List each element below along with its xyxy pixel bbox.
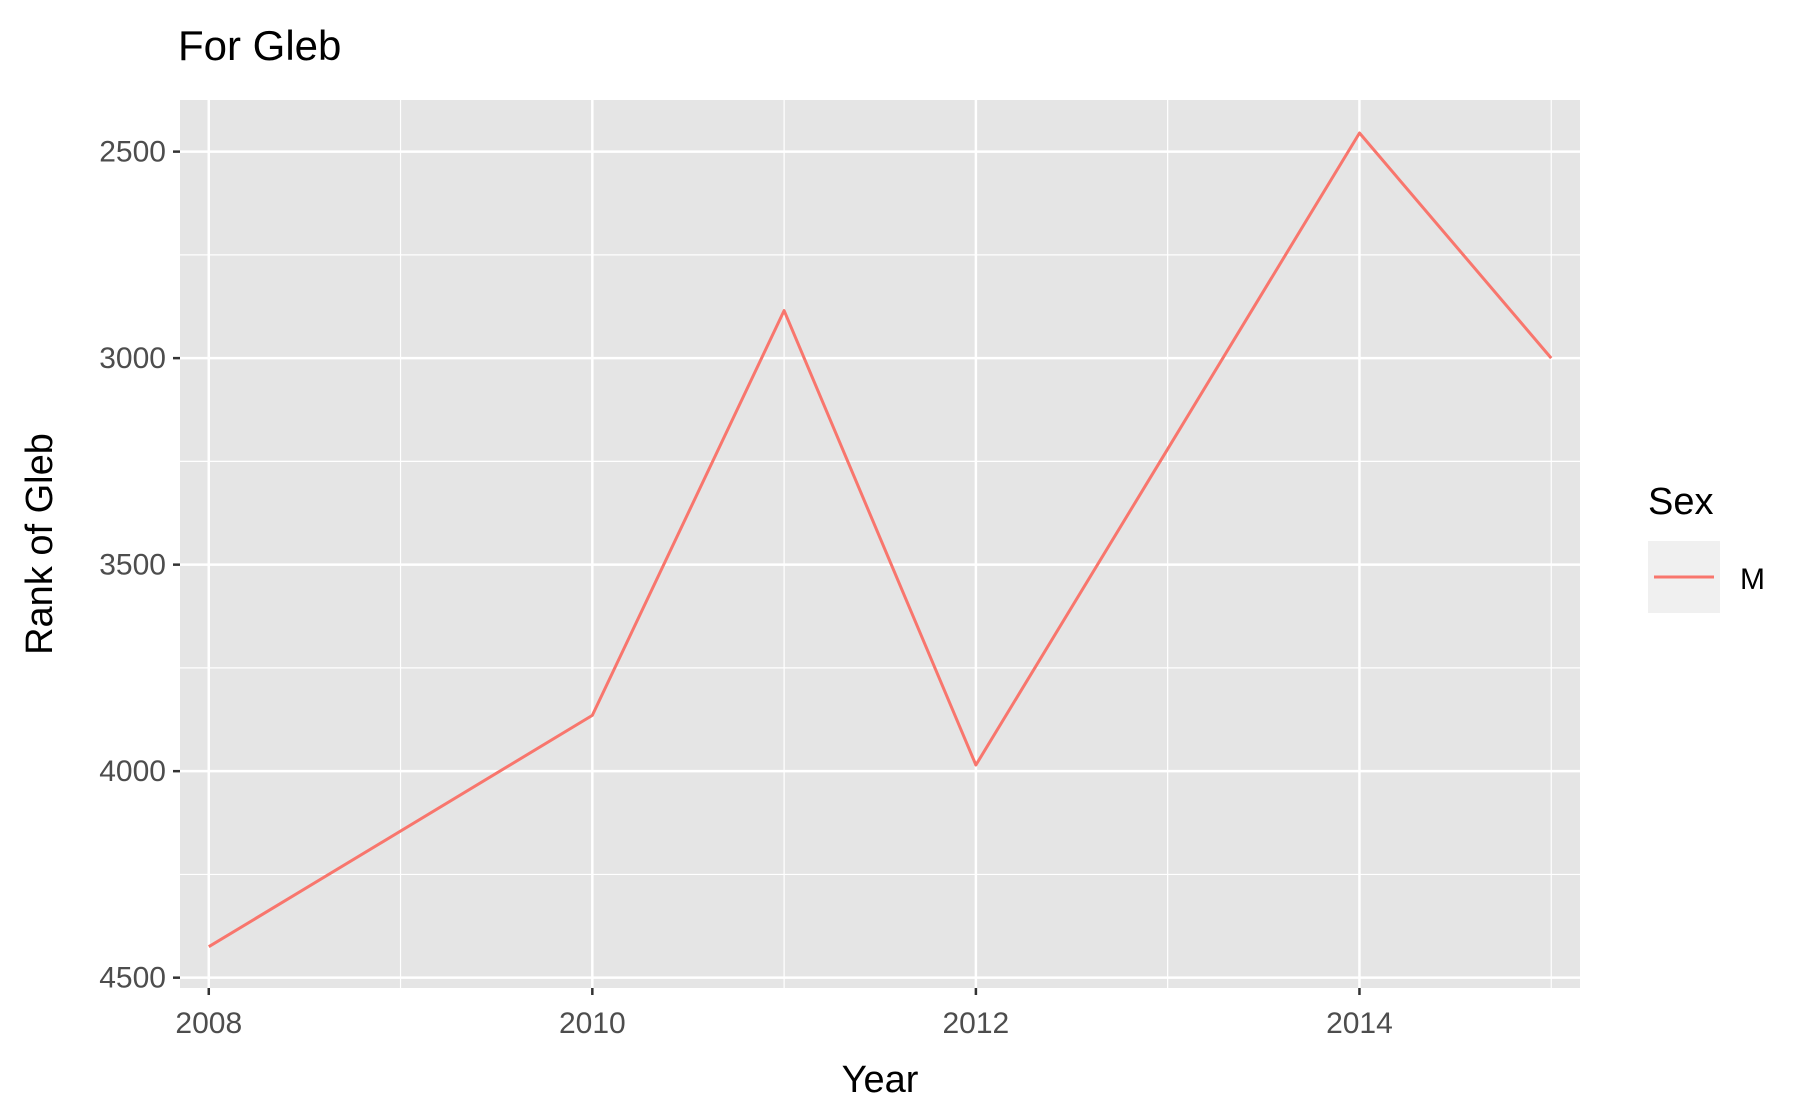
plot-panel — [180, 100, 1580, 988]
x-axis-title: Year — [842, 1059, 919, 1101]
x-axis: 2008 2010 2012 2014 — [175, 988, 1393, 1040]
y-tick-label: 3000 — [99, 342, 166, 375]
y-tick-label: 4000 — [99, 755, 166, 788]
x-tick-label: 2010 — [559, 1007, 626, 1040]
x-tick-label: 2012 — [943, 1007, 1010, 1040]
legend-label-m: M — [1740, 563, 1765, 596]
series-layer — [208, 131, 1553, 948]
y-tick-label: 4500 — [99, 962, 166, 995]
y-axis-title: Rank of Gleb — [19, 433, 61, 655]
legend-title: Sex — [1648, 481, 1713, 523]
x-tick-label: 2014 — [1326, 1007, 1393, 1040]
y-axis: 2500 3000 3500 4000 4500 — [99, 136, 180, 995]
series-line-m — [208, 131, 1553, 948]
legend: Sex M — [1648, 481, 1765, 613]
y-tick-label: 2500 — [99, 136, 166, 169]
x-tick-label: 2008 — [175, 1007, 242, 1040]
minor-gridlines — [180, 100, 1580, 988]
y-tick-label: 3500 — [99, 549, 166, 582]
chart-title: For Gleb — [178, 22, 341, 69]
